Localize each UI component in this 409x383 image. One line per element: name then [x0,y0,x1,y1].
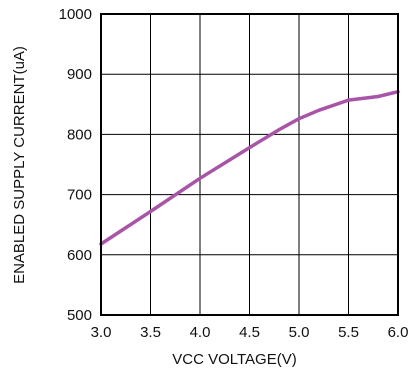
y-tick-label: 1000 [59,6,92,23]
x-tick-label: 6.0 [388,324,409,341]
x-tick-labels: 3.0 3.5 4.0 4.5 5.0 5.5 6.0 [91,324,409,341]
series-line-0 [99,89,400,246]
x-tick-label: 5.0 [289,324,310,341]
y-tick-label: 800 [67,126,92,143]
grid [101,14,398,315]
x-tick-label: 4.0 [190,324,211,341]
series-layer [99,89,400,246]
y-axis-label: ENABLED SUPPLY CURRENT(uA) [11,46,28,284]
plot-frame [100,13,399,316]
x-axis-label: VCC VOLTAGE(V) [172,351,296,368]
x-tick-label: 3.5 [140,324,161,341]
y-tick-label: 500 [67,307,92,324]
y-tick-label: 600 [67,247,92,264]
x-tick-label: 4.5 [239,324,260,341]
x-tick-label: 3.0 [91,324,112,341]
x-tick-label: 5.5 [338,324,359,341]
y-tick-label: 900 [67,66,92,83]
y-tick-labels: 500 600 700 800 900 1000 [59,6,92,324]
y-tick-label: 700 [67,187,92,204]
